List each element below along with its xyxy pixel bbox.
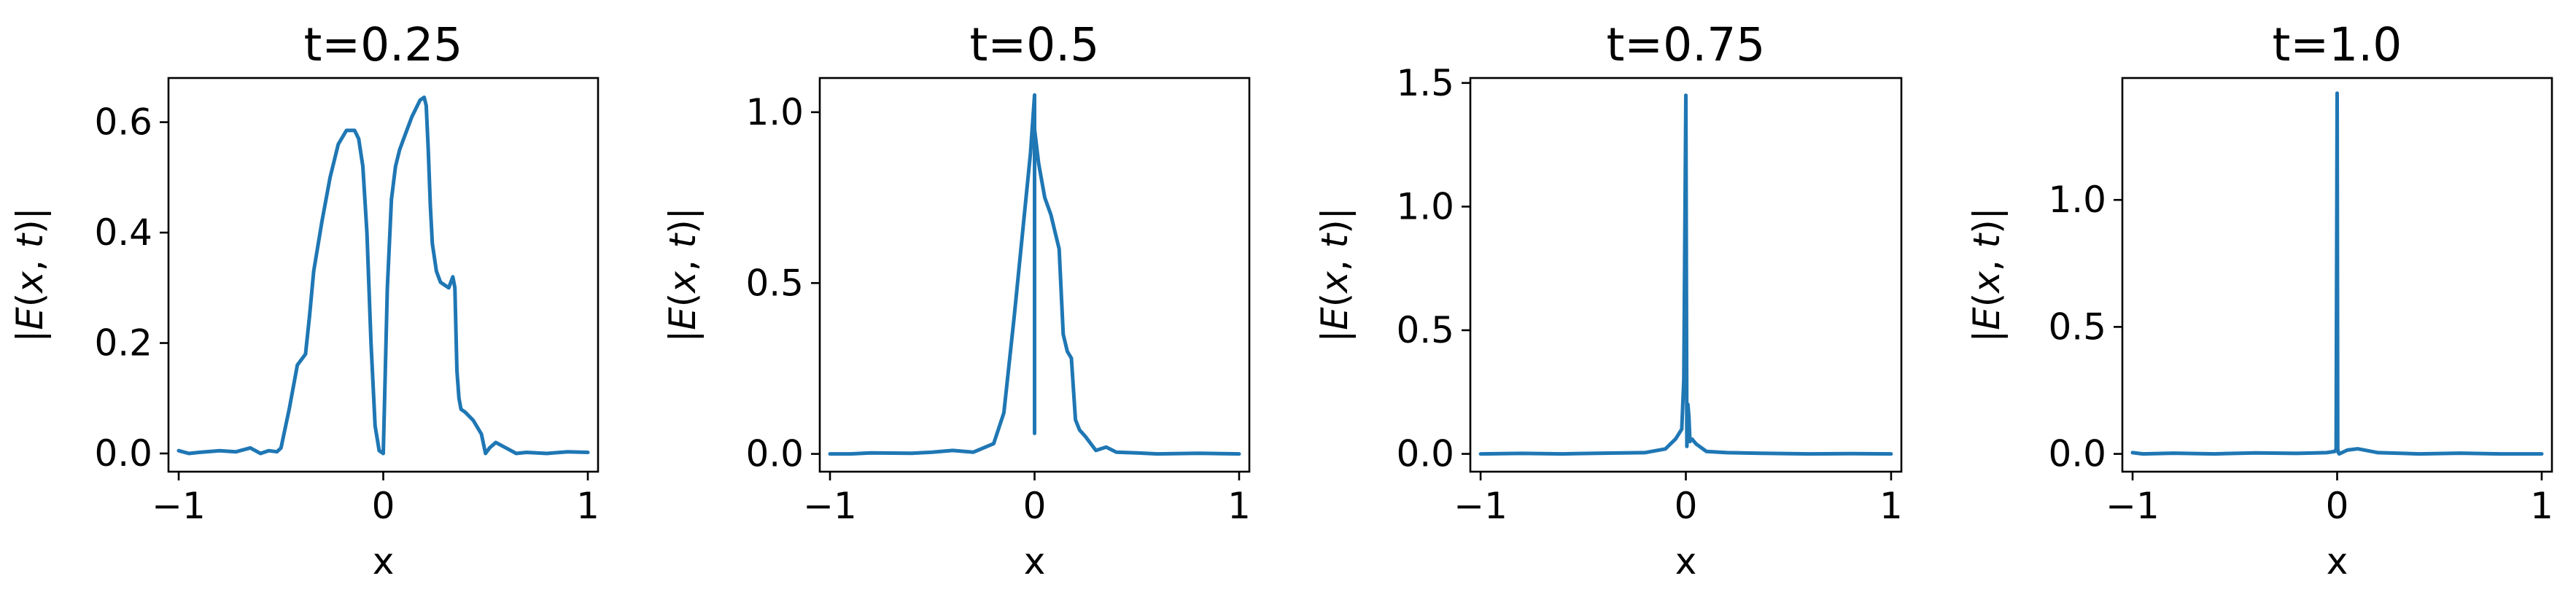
y-tick-label: 0.5 — [2048, 305, 2106, 348]
series-line — [176, 96, 590, 456]
x-tick-label: 0 — [1675, 485, 1698, 527]
x-axis-label: x — [373, 540, 395, 582]
y-tick-label: 0.0 — [94, 432, 152, 475]
series-line — [828, 93, 1241, 456]
x-axis-label: x — [1675, 540, 1697, 582]
subplot-1: t=0.25 −1 0 1 0.0 0.2 0.4 0.6 x |E(x, t)| — [9, 18, 600, 582]
subplot-title: t=1.0 — [2273, 18, 2402, 71]
x-tick-label: 0 — [2326, 485, 2349, 527]
y-tick-label: 1.0 — [2048, 179, 2106, 221]
y-tick-label: 1.5 — [1396, 62, 1454, 104]
x-tick-label: 1 — [2530, 485, 2553, 527]
x-tick-label: −1 — [2106, 485, 2160, 527]
y-tick-label: 0.0 — [1396, 433, 1454, 475]
y-axis-label: |E(x, t)| — [1966, 207, 2008, 342]
y-tick-label: 1.0 — [745, 91, 804, 133]
y-tick-label: 0.4 — [94, 211, 152, 254]
x-axis-label: x — [2327, 540, 2348, 582]
subplot-2: t=0.5 −1 0 1 0.0 0.5 1.0 x |E(x, t)| — [662, 18, 1251, 582]
y-tick-label: 0.6 — [94, 101, 152, 144]
y-tick-label: 1.0 — [1396, 185, 1454, 227]
x-tick-label: 0 — [1023, 485, 1047, 527]
series-line — [1478, 93, 1893, 456]
y-tick-label: 0.5 — [1396, 309, 1454, 351]
y-tick-label: 0.0 — [745, 433, 804, 475]
subplot-title: t=0.75 — [1607, 18, 1766, 71]
x-tick-label: 1 — [576, 485, 600, 527]
x-tick-label: 1 — [1227, 485, 1251, 527]
x-tick-label: 1 — [1879, 485, 1903, 527]
subplot-title: t=0.25 — [304, 18, 463, 71]
subplot-3: t=0.75 −1 0 1 0.0 0.5 1.0 1.5 x |E(x, t)| — [1314, 18, 1903, 582]
x-tick-label: −1 — [152, 485, 206, 527]
y-axis-label: |E(x, t)| — [662, 207, 704, 342]
x-tick-label: −1 — [803, 485, 857, 527]
x-tick-label: 0 — [372, 485, 395, 527]
y-tick-label: 0.5 — [745, 262, 804, 304]
y-tick-label: 0.2 — [94, 322, 152, 365]
series-line — [2130, 91, 2544, 456]
y-axis-label: |E(x, t)| — [9, 207, 51, 342]
x-tick-label: −1 — [1454, 485, 1508, 527]
subplot-4: t=1.0 −1 0 1 0.0 0.5 1.0 x |E(x, t)| — [1966, 18, 2553, 582]
x-axis-label: x — [1024, 540, 1046, 582]
y-tick-label: 0.0 — [2048, 433, 2106, 475]
y-axis-label: |E(x, t)| — [1314, 207, 1356, 342]
subplot-title: t=0.5 — [970, 18, 1100, 71]
